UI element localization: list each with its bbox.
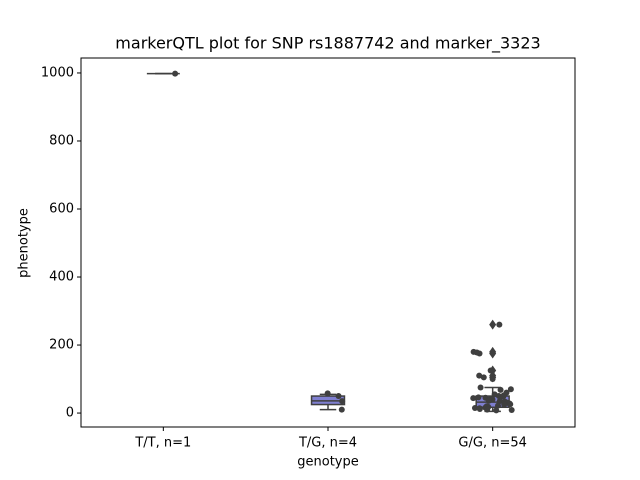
- y-tick-label: 400: [49, 270, 74, 285]
- point: [473, 349, 480, 356]
- point: [507, 386, 514, 393]
- point: [471, 404, 478, 411]
- point: [484, 406, 491, 413]
- point: [495, 393, 502, 400]
- point: [497, 386, 504, 393]
- point: [507, 401, 514, 408]
- y-tick-label: 600: [49, 202, 74, 217]
- point: [496, 321, 503, 328]
- point: [335, 393, 342, 400]
- point: [480, 374, 487, 381]
- point: [476, 372, 483, 379]
- point: [489, 376, 496, 383]
- point: [324, 390, 331, 397]
- flier: [489, 319, 497, 330]
- point: [501, 401, 508, 408]
- point: [477, 384, 484, 391]
- flier: [489, 346, 497, 357]
- y-tick-label: 200: [49, 338, 74, 353]
- point: [338, 406, 345, 413]
- point: [172, 70, 179, 77]
- point: [476, 405, 483, 412]
- plot-frame: [80, 57, 576, 428]
- point: [508, 406, 515, 413]
- x-tick-label: T/T, n=1: [134, 436, 191, 451]
- y-tick-label: 0: [66, 406, 74, 421]
- y-tick-label: 1000: [41, 65, 74, 80]
- point: [493, 407, 500, 414]
- y-axis-label: phenotype: [17, 208, 32, 278]
- point: [500, 393, 507, 400]
- point: [495, 402, 502, 409]
- chart-title: markerQTL plot for SNP rs1887742 and mar…: [115, 34, 540, 54]
- y-tick-label: 800: [49, 133, 74, 148]
- point: [339, 398, 346, 405]
- point: [485, 397, 492, 404]
- x-tick-label: T/G, n=4: [298, 436, 357, 451]
- point: [475, 394, 482, 401]
- point: [470, 395, 477, 402]
- x-tick-label: G/G, n=54: [458, 436, 526, 451]
- x-axis-label: genotype: [297, 455, 358, 470]
- point: [487, 367, 494, 374]
